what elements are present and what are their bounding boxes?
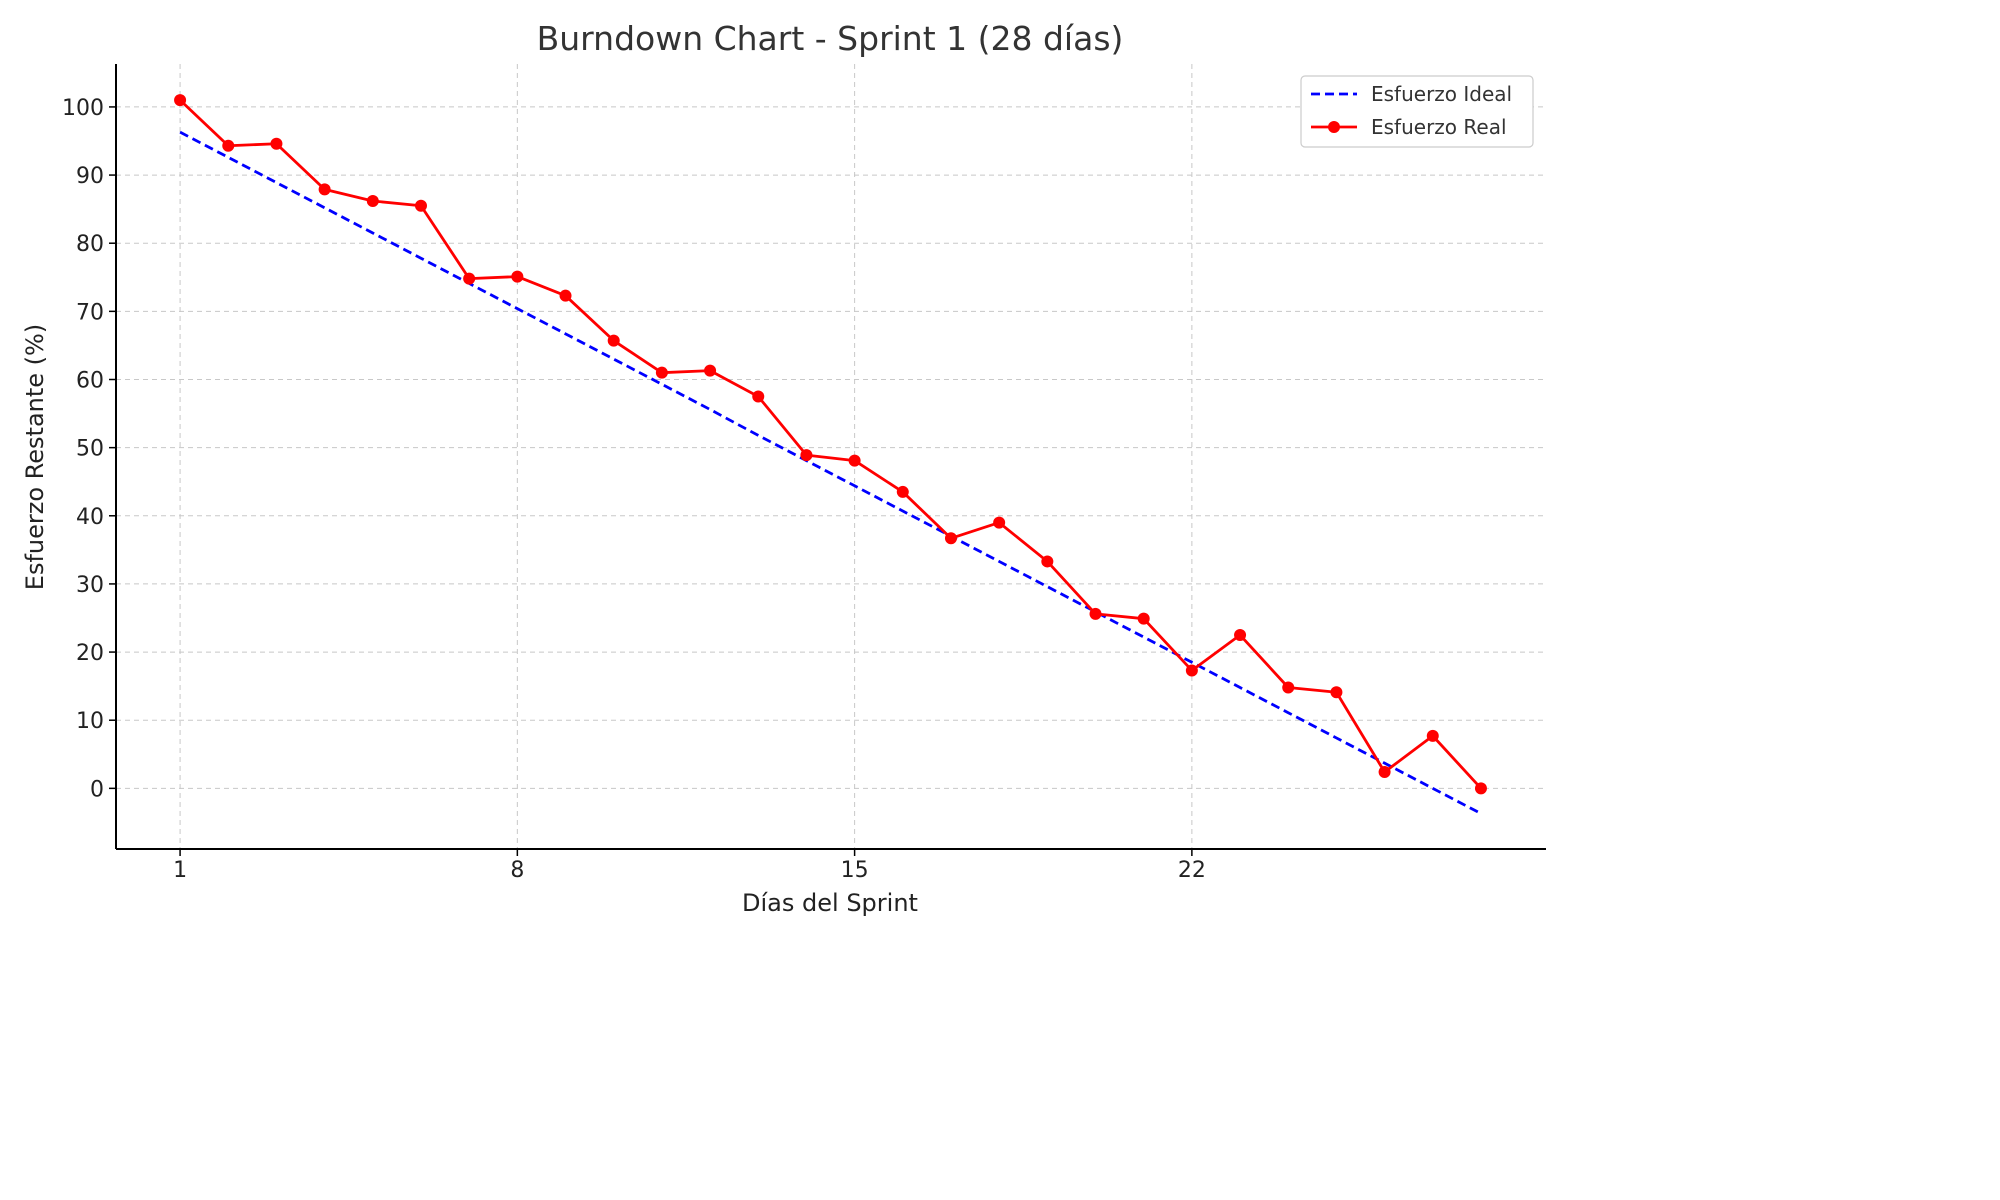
x-tick-label: 22 — [1178, 858, 1206, 883]
series-line — [179, 99, 1482, 790]
legend-label: Esfuerzo Ideal — [1371, 82, 1512, 106]
data-point — [1089, 607, 1102, 620]
x-axis-label: Días del Sprint — [742, 889, 918, 917]
chart-canvas: Burndown Chart - Sprint 1 (28 días) 0 10 2… — [21, 19, 1546, 917]
data-series — [174, 94, 1487, 815]
data-point — [366, 194, 379, 207]
data-point — [511, 270, 524, 283]
x-tick-label: 8 — [510, 858, 524, 883]
data-point — [896, 485, 909, 498]
data-point — [1185, 664, 1198, 677]
data-point — [1426, 729, 1439, 742]
y-tick-label: 90 — [76, 164, 104, 189]
data-point — [1378, 765, 1391, 778]
data-point — [414, 199, 427, 212]
y-tick-label: 0 — [90, 777, 104, 802]
x-tick-label: 15 — [841, 858, 869, 883]
axes — [115, 64, 1546, 850]
y-tick-label: 50 — [76, 437, 104, 462]
data-point — [1330, 686, 1343, 699]
series-ideal — [179, 130, 1482, 815]
legend-item: Esfuerzo Ideal — [1311, 82, 1512, 106]
x-tick-label: 1 — [173, 858, 187, 883]
burndown-chart: Burndown Chart - Sprint 1 (28 días) 0 10 2… — [21, 19, 1546, 917]
data-point — [944, 532, 957, 545]
legend-box — [1300, 75, 1534, 148]
legend: Esfuerzo Ideal Esfuerzo Real — [1300, 75, 1534, 148]
chart-title: Burndown Chart - Sprint 1 (28 días) — [537, 19, 1124, 58]
data-point — [559, 289, 572, 302]
data-point — [1041, 555, 1054, 568]
data-point — [704, 364, 717, 377]
data-point — [270, 137, 283, 150]
y-tick-label: 30 — [76, 573, 104, 598]
y-tick-label: 10 — [76, 709, 104, 734]
data-point — [655, 366, 668, 379]
legend-label: Esfuerzo Real — [1371, 115, 1507, 139]
data-point — [1474, 782, 1487, 795]
y-tick-label: 40 — [76, 505, 104, 530]
data-point — [1137, 612, 1150, 625]
y-tick-label: 100 — [62, 96, 104, 121]
data-point — [607, 334, 620, 347]
grid-lines — [116, 64, 1546, 849]
data-point — [318, 183, 331, 196]
axis-ticks: 0 10 20 30 40 50 60 70 80 90 100 1 8 15 22 — [62, 96, 1206, 883]
data-point — [1282, 681, 1295, 694]
y-tick-label: 80 — [76, 232, 104, 257]
data-point — [463, 272, 476, 285]
data-point — [222, 139, 235, 152]
series-real — [174, 94, 1487, 795]
legend-marker — [1328, 121, 1340, 133]
data-point — [848, 454, 861, 467]
data-point — [993, 516, 1006, 529]
data-point — [174, 94, 187, 107]
y-tick-label: 60 — [76, 368, 104, 393]
data-point — [752, 390, 765, 403]
y-tick-label: 20 — [76, 641, 104, 666]
y-axis-label: Esfuerzo Restante (%) — [21, 324, 49, 590]
data-point — [800, 449, 813, 462]
data-point — [1234, 629, 1247, 642]
series-line — [179, 130, 1482, 815]
legend-item: Esfuerzo Real — [1311, 115, 1507, 139]
y-tick-label: 70 — [76, 300, 104, 325]
